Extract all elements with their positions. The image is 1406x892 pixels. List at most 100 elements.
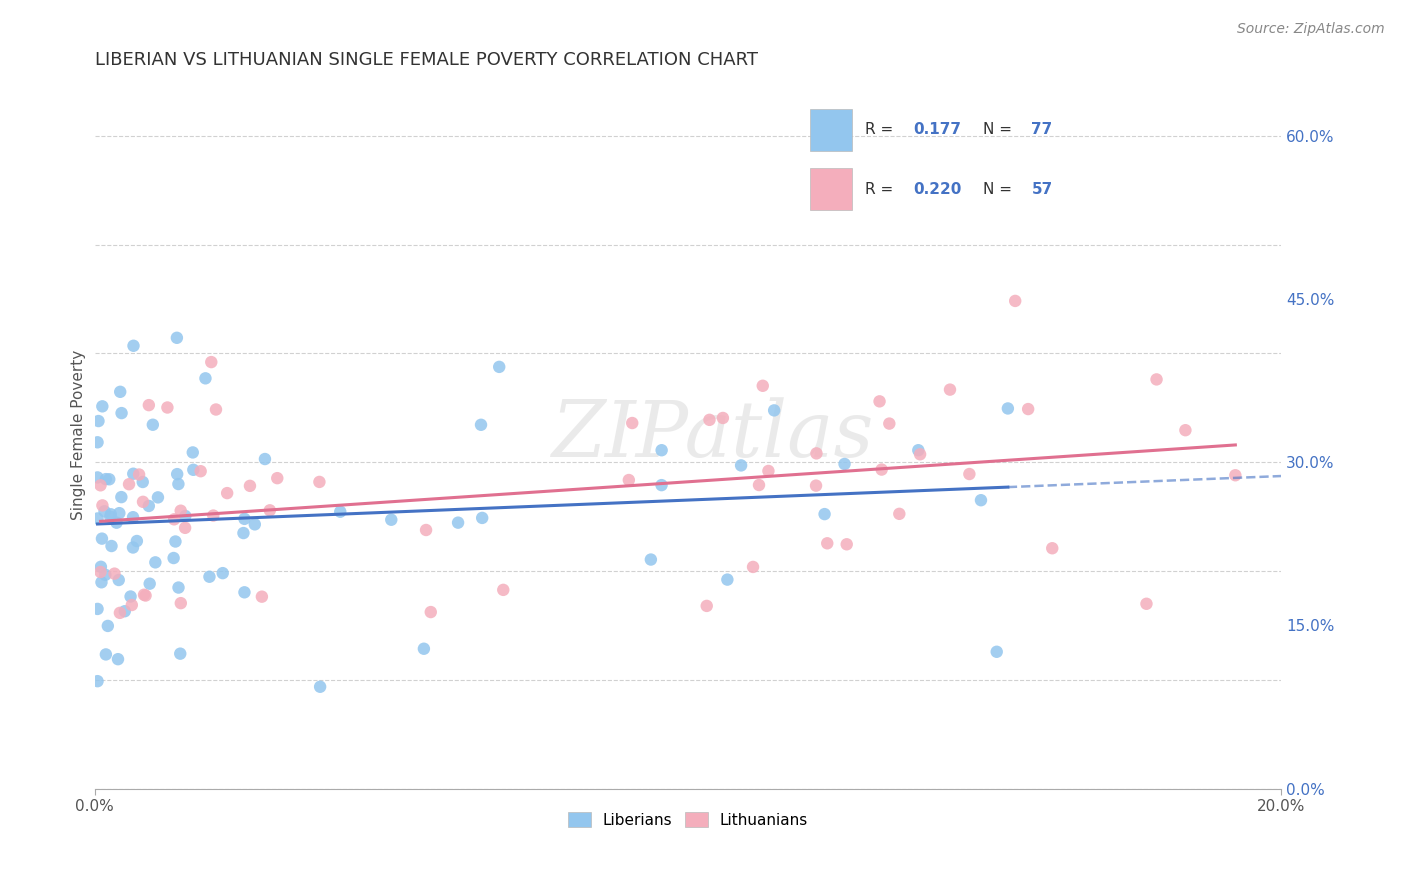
Point — [730, 458, 752, 473]
Point — [869, 394, 891, 409]
Point — [110, 406, 132, 420]
Point — [86, 435, 108, 450]
Point — [122, 541, 145, 555]
Point — [447, 516, 470, 530]
Point — [716, 573, 738, 587]
Point — [205, 402, 228, 417]
Point — [470, 417, 492, 432]
Point — [748, 478, 770, 492]
Point — [1004, 293, 1026, 308]
Point — [970, 493, 993, 508]
Point — [122, 339, 145, 353]
Point — [908, 447, 931, 461]
Point — [86, 511, 108, 525]
Point — [651, 478, 673, 492]
Point — [488, 359, 510, 374]
Point — [94, 648, 117, 662]
Point — [122, 510, 145, 524]
Point — [758, 464, 780, 478]
Y-axis label: Single Female Poverty: Single Female Poverty — [72, 350, 86, 520]
Point — [86, 470, 108, 484]
Point — [239, 479, 262, 493]
Point — [1174, 423, 1197, 437]
Point — [163, 512, 186, 526]
Point — [94, 567, 117, 582]
Point — [870, 462, 893, 476]
Point — [806, 446, 828, 460]
Point — [617, 473, 640, 487]
Point — [105, 516, 128, 530]
Point — [165, 534, 187, 549]
Point — [889, 507, 911, 521]
Point — [939, 383, 962, 397]
Point — [243, 517, 266, 532]
Point — [419, 605, 441, 619]
Legend: Liberians, Lithuanians: Liberians, Lithuanians — [561, 805, 814, 834]
Point — [957, 467, 980, 481]
Point — [108, 384, 131, 399]
Point — [813, 507, 835, 521]
Point — [170, 596, 193, 610]
Point — [233, 585, 256, 599]
Point — [86, 602, 108, 616]
Point — [804, 478, 827, 492]
Point — [132, 475, 155, 489]
Point — [91, 400, 114, 414]
Point — [309, 680, 332, 694]
Point — [138, 499, 160, 513]
Point — [110, 490, 132, 504]
Point — [87, 414, 110, 428]
Point — [308, 475, 330, 489]
Point — [1225, 468, 1247, 483]
Point — [380, 513, 402, 527]
Point — [699, 413, 721, 427]
Point — [162, 551, 184, 566]
Point — [120, 590, 142, 604]
Point — [1040, 541, 1063, 556]
Point — [156, 401, 179, 415]
Point — [997, 401, 1019, 416]
Point — [250, 590, 273, 604]
Point — [91, 532, 114, 546]
Text: LIBERIAN VS LITHUANIAN SINGLE FEMALE POVERTY CORRELATION CHART: LIBERIAN VS LITHUANIAN SINGLE FEMALE POV… — [94, 51, 758, 69]
Point — [986, 645, 1008, 659]
Point — [752, 378, 775, 392]
Text: Source: ZipAtlas.com: Source: ZipAtlas.com — [1237, 22, 1385, 37]
Point — [1135, 597, 1157, 611]
Point — [169, 647, 191, 661]
Point — [90, 559, 112, 574]
Point — [167, 477, 190, 491]
Point — [259, 503, 281, 517]
Point — [217, 486, 239, 500]
Point — [471, 511, 494, 525]
Point — [142, 417, 165, 432]
Point — [190, 464, 212, 478]
Point — [90, 575, 112, 590]
Point — [91, 499, 114, 513]
Point — [835, 537, 858, 551]
Point — [98, 509, 121, 524]
Point — [128, 467, 150, 482]
Point — [122, 467, 145, 481]
Point — [492, 582, 515, 597]
Point — [211, 566, 233, 581]
Point — [174, 521, 197, 535]
Point — [711, 411, 734, 425]
Point — [135, 589, 157, 603]
Point — [879, 417, 901, 431]
Point — [86, 674, 108, 689]
Point — [166, 331, 188, 345]
Point — [253, 452, 276, 467]
Point — [107, 652, 129, 666]
Point — [108, 506, 131, 520]
Point — [1146, 372, 1168, 386]
Point — [143, 555, 166, 569]
Point — [132, 588, 155, 602]
Point — [232, 526, 254, 541]
Point — [181, 445, 204, 459]
Point — [97, 619, 120, 633]
Point — [696, 599, 718, 613]
Point — [100, 539, 122, 553]
Point — [146, 491, 169, 505]
Point — [107, 573, 129, 587]
